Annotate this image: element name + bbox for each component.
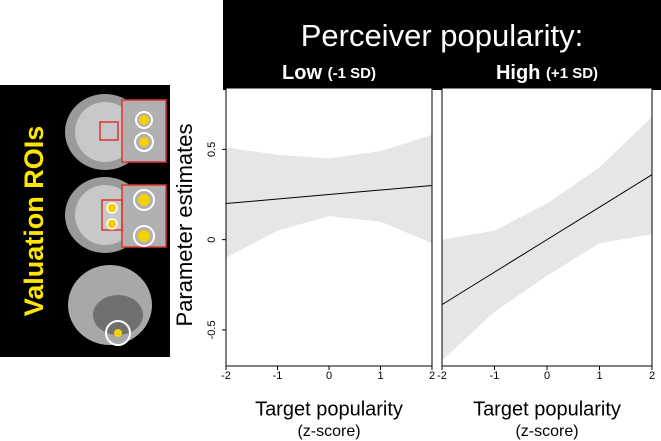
x-tick-label: 0 [544, 370, 550, 382]
panel-title: High (+1 SD) [496, 62, 598, 84]
panel-title-note: (-1 SD) [328, 65, 376, 82]
y-tick-label: 0 [206, 237, 218, 243]
x-tick-label: 0 [326, 370, 332, 382]
x-axis-note: (z-score) [515, 423, 578, 440]
roi-label: Valuation ROIs [19, 126, 49, 317]
x-axis-label: Target popularity [255, 398, 403, 420]
x-tick-label: 1 [377, 370, 383, 382]
y-tick-label: -0.5 [206, 320, 218, 339]
x-tick-label: 2 [429, 370, 435, 382]
panel-title-main: High [496, 62, 540, 84]
x-tick-label: -1 [273, 370, 283, 382]
x-tick-label: 1 [596, 370, 602, 382]
brain-images [65, 94, 166, 345]
x-tick-label: 2 [649, 370, 655, 382]
panel-title-note: (+1 SD) [546, 65, 598, 82]
x-axis-label: Target popularity [473, 398, 621, 420]
y-tick-label: 0.5 [206, 142, 218, 157]
figure: Valuation ROIs Perceiver popularity: Par… [0, 0, 661, 441]
panel-title-main: Low [282, 62, 322, 84]
panel-title: Low (-1 SD) [282, 62, 376, 84]
figure-title: Perceiver popularity: [301, 18, 584, 53]
x-tick-label: -2 [437, 370, 447, 382]
x-tick-label: -1 [490, 370, 500, 382]
x-axis-note: (z-score) [297, 423, 360, 440]
x-tick-label: -2 [221, 370, 231, 382]
y-axis-label: Parameter estimates [172, 124, 197, 327]
